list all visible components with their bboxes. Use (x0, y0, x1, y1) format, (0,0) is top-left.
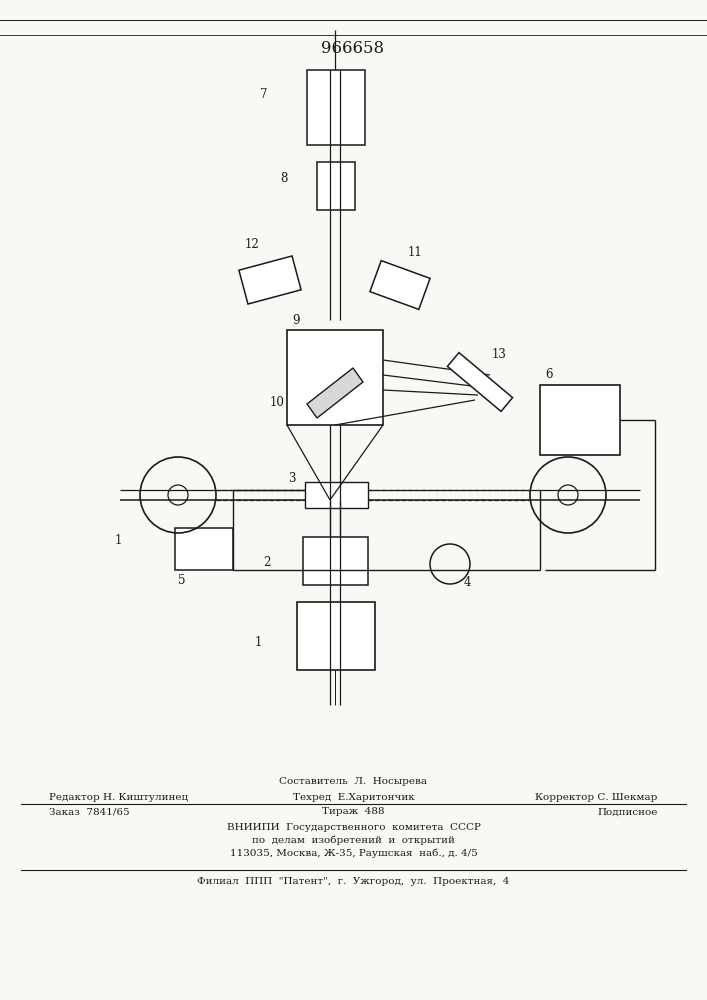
Bar (297, 602, 375, 670)
Text: 12: 12 (245, 238, 259, 251)
Text: Корректор С. Шекмар: Корректор С. Шекмар (535, 792, 658, 802)
Bar (305, 482, 368, 508)
Text: 113035, Москва, Ж-35, Раушская  наб., д. 4/5: 113035, Москва, Ж-35, Раушская наб., д. … (230, 848, 477, 858)
Text: 6: 6 (545, 368, 552, 381)
Polygon shape (239, 256, 301, 304)
Text: 11: 11 (408, 245, 423, 258)
Text: Заказ  7841/65: Заказ 7841/65 (49, 808, 130, 816)
Text: 2: 2 (263, 556, 270, 568)
Text: 7: 7 (260, 89, 267, 102)
Text: Техред  Е.Харитончик: Техред Е.Харитончик (293, 792, 414, 802)
Text: Филиал  ППП  "Патент",  г.  Ужгород,  ул.  Проектная,  4: Филиал ППП "Патент", г. Ужгород, ул. Про… (197, 878, 510, 886)
Polygon shape (307, 368, 363, 418)
Text: 1: 1 (255, 636, 262, 648)
Text: 5: 5 (178, 574, 185, 586)
Bar (307, 70, 365, 145)
Bar (317, 162, 355, 210)
Polygon shape (448, 353, 513, 411)
Text: 966658: 966658 (322, 40, 385, 57)
Bar (175, 528, 233, 570)
Text: 1: 1 (115, 534, 122, 546)
Text: Тираж  488: Тираж 488 (322, 808, 385, 816)
Polygon shape (370, 261, 430, 309)
Text: 3: 3 (288, 472, 296, 485)
Text: Составитель  Л.  Носырева: Составитель Л. Носырева (279, 778, 428, 786)
Text: 4: 4 (464, 576, 472, 588)
Text: 10: 10 (270, 395, 285, 408)
Text: Редактор Н. Киштулинец: Редактор Н. Киштулинец (49, 792, 189, 802)
Text: 13: 13 (492, 349, 507, 361)
Text: Подписное: Подписное (597, 808, 658, 816)
Text: 8: 8 (280, 172, 287, 184)
Text: ВНИИПИ  Государственного  комитета  СССР: ВНИИПИ Государственного комитета СССР (226, 822, 481, 832)
Bar (540, 385, 620, 455)
Text: по  делам  изобретений  и  открытий: по делам изобретений и открытий (252, 835, 455, 845)
Text: 9: 9 (292, 314, 300, 326)
Bar (287, 330, 383, 425)
Bar (303, 537, 368, 585)
